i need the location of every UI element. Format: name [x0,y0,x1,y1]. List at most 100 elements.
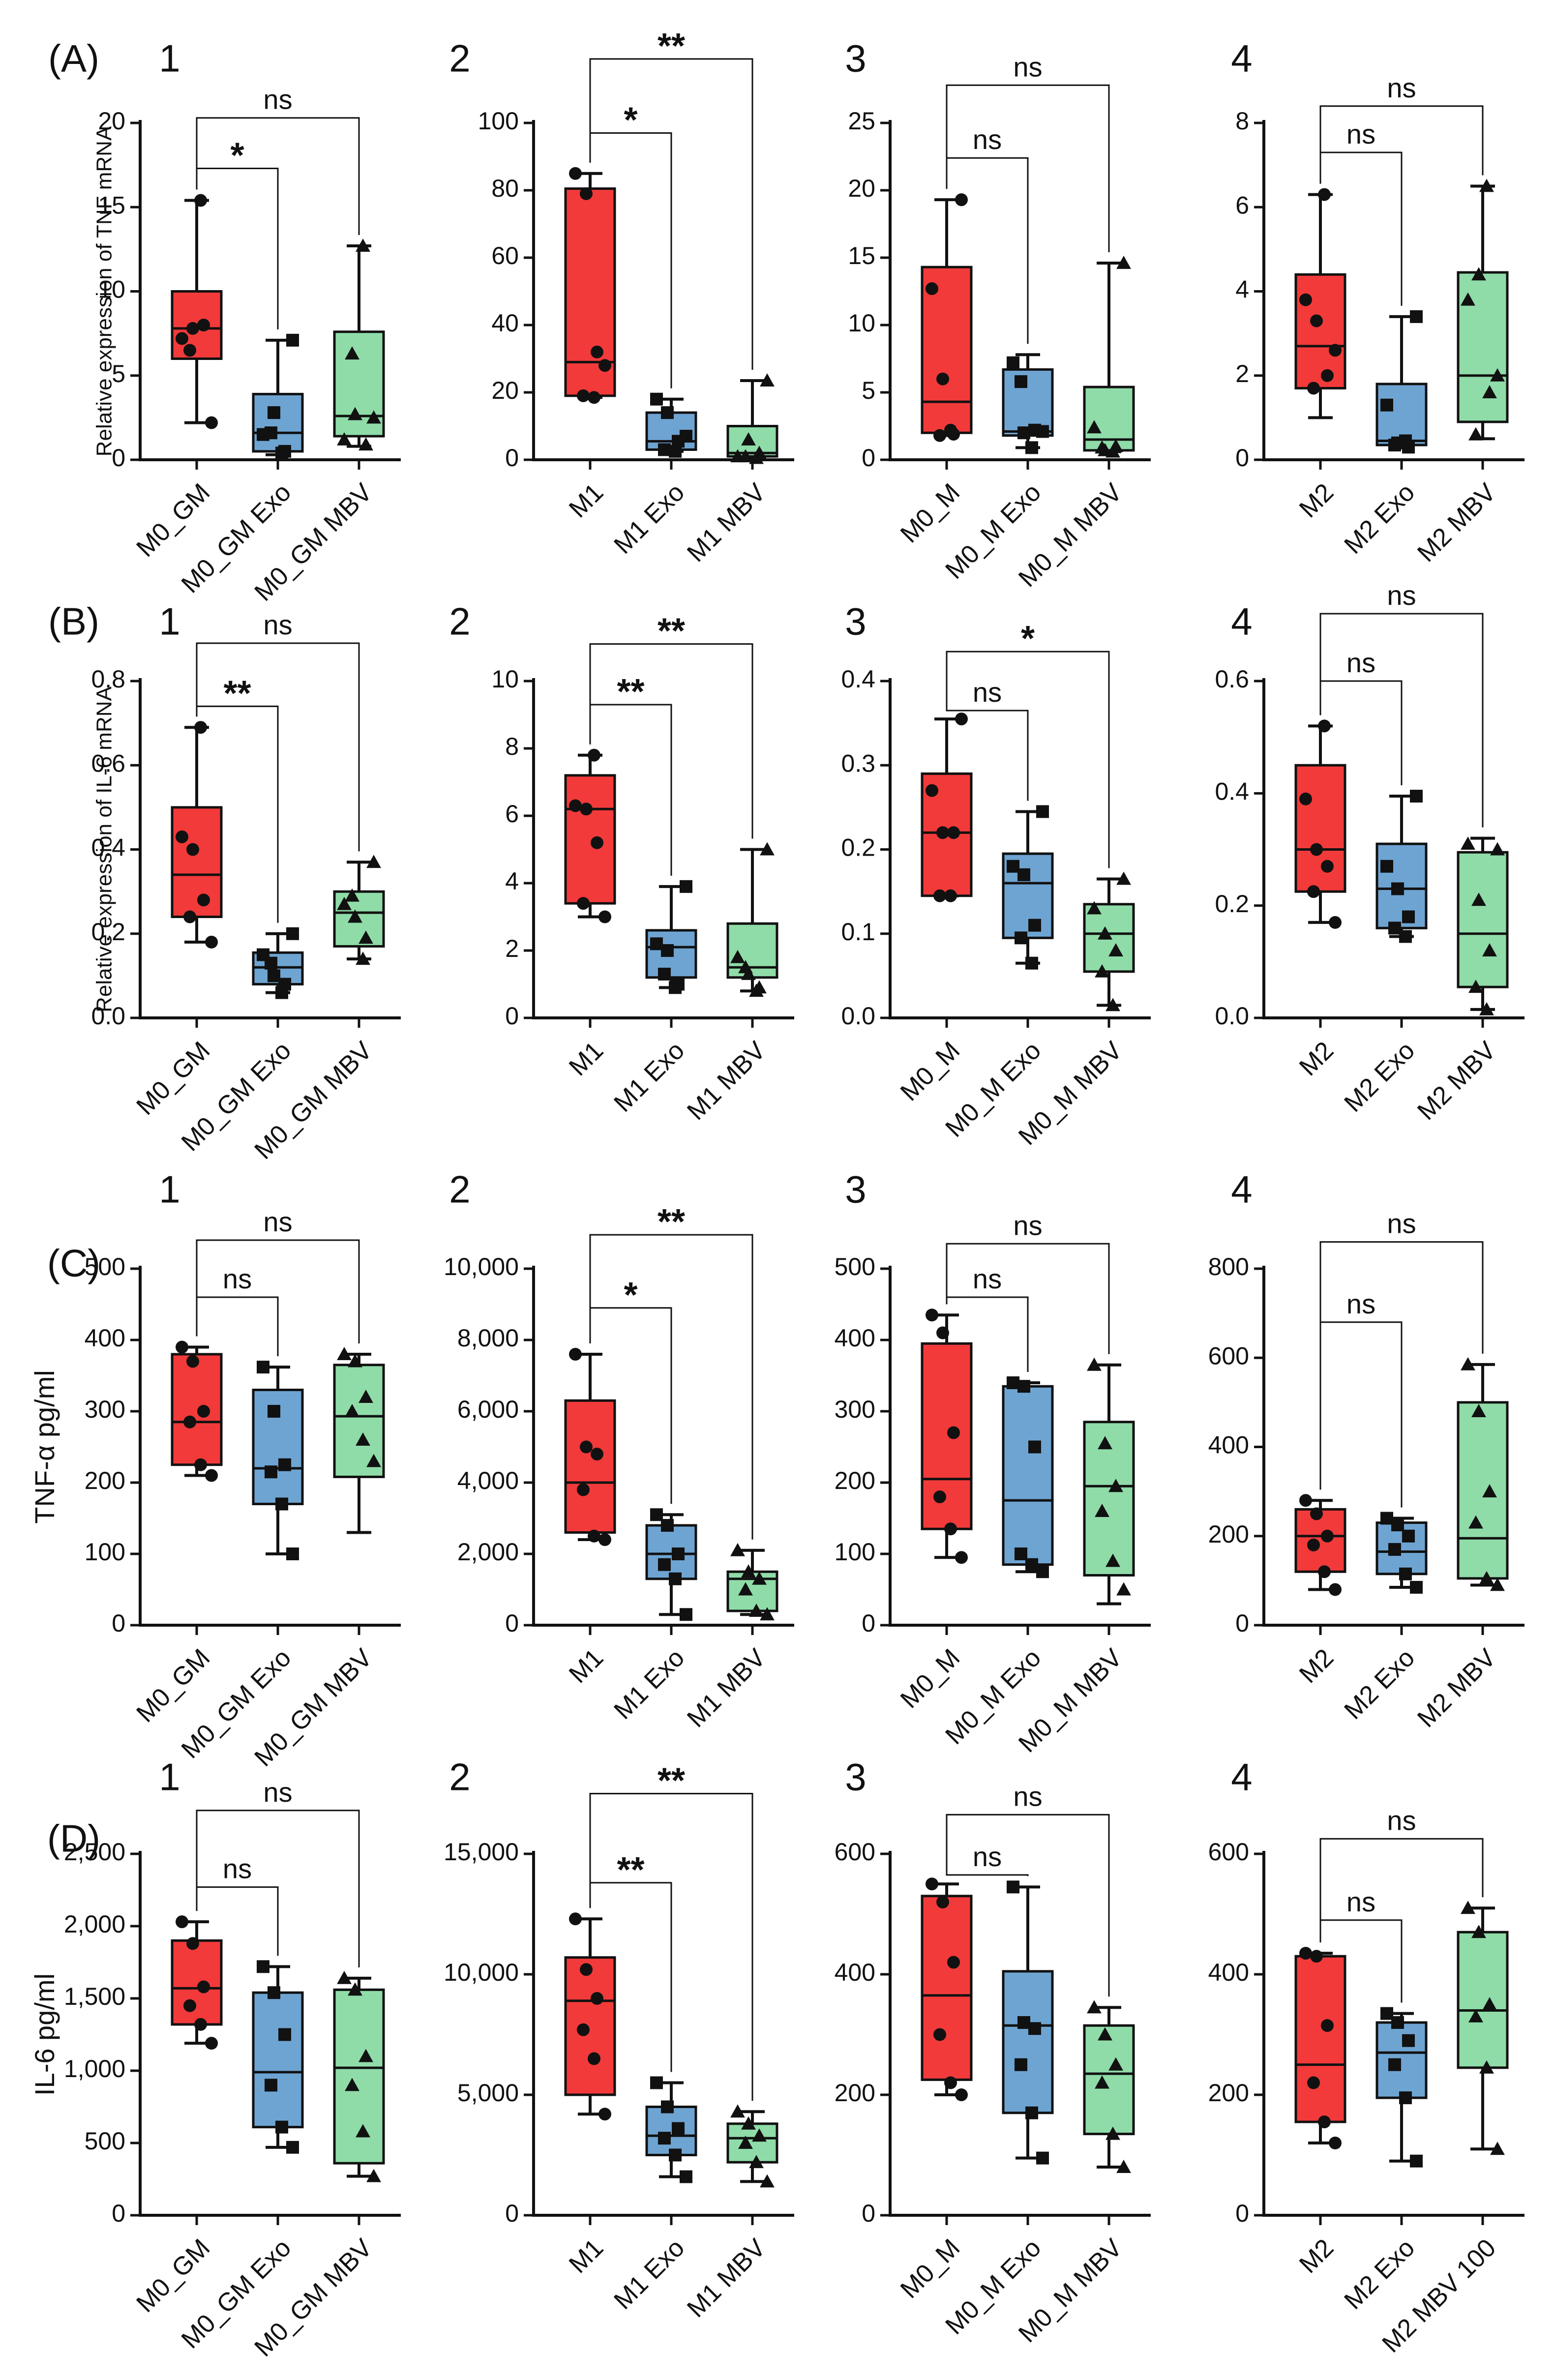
significance-bracket [196,1239,360,1343]
data-point [1399,2091,1412,2105]
data-point [591,1448,603,1460]
y-tick-label: 100 [835,1538,875,1566]
data-point [257,1361,269,1374]
data-point [348,1982,362,1996]
data-point [275,446,288,460]
panel-number: 3 [845,1168,866,1211]
data-point [580,187,593,200]
data-point [1098,1436,1112,1450]
box-m0-m [921,1342,973,1530]
data-point [1028,2022,1041,2035]
y-tick-label: 15 [98,191,125,219]
data-point [183,1415,196,1428]
data-point [1028,919,1041,932]
box-m1-exo [645,1524,697,1580]
y-tick-label: 80 [491,175,519,202]
data-point [1015,375,1027,388]
panel-number: 4 [1231,600,1252,643]
data-point [760,373,775,387]
row-label: (B) [48,600,99,643]
data-point [680,2170,692,2183]
data-point [933,1490,946,1503]
data-point [1468,2009,1483,2023]
data-point [1025,1558,1038,1571]
data-point [186,1355,199,1368]
significance-bracket [589,643,753,839]
box-m0-m [921,1895,973,2081]
data-point [1468,980,1483,993]
data-point [257,1960,269,1973]
significance-bracket [1319,1241,1484,1490]
significance-label: ns [973,124,1002,155]
data-point [1490,1577,1505,1591]
data-point [588,391,600,404]
y-tick-label: 0.2 [91,918,125,946]
significance-label: * [624,1276,637,1315]
significance-label: ns [1387,1805,1416,1836]
data-point [1321,860,1334,873]
data-point [577,2023,590,2036]
panel-number: 4 [1231,37,1252,80]
data-point [749,1604,764,1617]
data-point [1380,860,1393,873]
category-label: M2 MBV [1412,1036,1501,1126]
panel-number: 3 [845,1755,866,1799]
significance-label: ns [263,1777,292,1808]
data-point [1329,916,1342,929]
significance-label: ** [223,674,251,713]
y-tick-label: 10 [98,276,125,303]
box-m1 [564,774,616,905]
data-point [658,443,671,456]
significance-bracket [946,84,1110,252]
data-point [268,969,280,982]
category-label: M1 Exo [609,1643,690,1725]
data-point [580,803,593,816]
data-point [658,1558,671,1571]
category-label: M1 MBV [682,1643,771,1733]
box-m2-mbv [1457,1401,1509,1580]
data-point [1087,420,1102,434]
category-label: M2 [1294,478,1339,523]
y-tick-label: 300 [85,1396,125,1423]
data-point [1391,1518,1404,1532]
data-point [345,1404,359,1417]
box-m0-m-exo [1002,1385,1054,1566]
data-point [286,333,299,347]
data-point [205,416,218,429]
y-tick-label: 10 [848,309,875,337]
data-point [1307,1538,1320,1551]
y-tick-label: 0.4 [841,665,875,693]
category-label: M1 Exo [609,478,690,560]
data-point [1318,1565,1331,1578]
y-tick-label: 8 [1235,107,1249,135]
data-point [275,2120,288,2134]
data-point [176,332,188,345]
box-m0-m-exo [1002,368,1054,437]
data-point [1388,922,1401,935]
y-tick-label: 0.4 [1215,778,1249,805]
data-point [1108,1479,1123,1492]
data-point [1007,1880,1019,1894]
data-point [955,713,968,726]
data-point [944,2076,957,2089]
panel-number: 3 [845,37,866,80]
y-tick-label: 0.4 [91,834,125,862]
data-point [680,430,692,443]
significance-label: * [230,136,244,175]
y-tick-label: 4,000 [457,1467,519,1494]
data-point [275,1497,288,1511]
data-point [1410,790,1423,803]
category-label: M2 Exo [1339,2233,1421,2315]
data-point [1087,901,1102,915]
data-point [1299,792,1312,805]
panel-number: 3 [845,600,866,643]
data-point [760,1607,775,1621]
data-point [955,1551,968,1564]
box-m2 [1294,273,1346,389]
category-label: M2 Exo [1339,1036,1421,1118]
